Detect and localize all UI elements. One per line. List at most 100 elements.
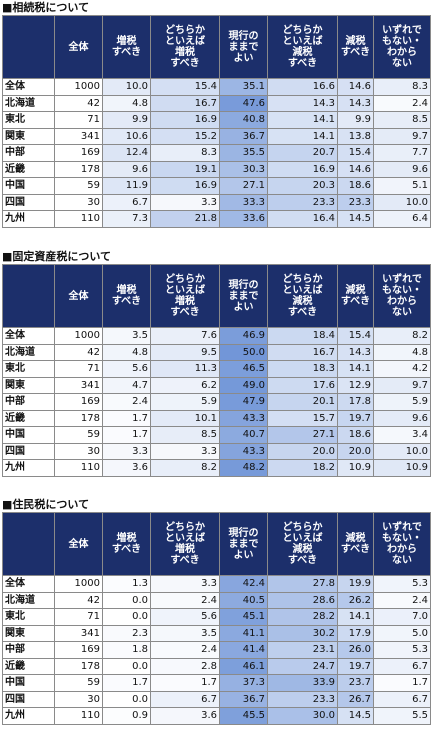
percent-cell: 46.5: [219, 360, 268, 378]
percent-cell: 13.8: [337, 127, 374, 145]
percent-cell: 14.5: [337, 210, 374, 228]
percent-cell: 14.6: [337, 78, 374, 96]
percent-cell: 15.4: [337, 327, 374, 345]
percent-cell: 11.9: [102, 177, 151, 195]
percent-cell: 8.3: [373, 78, 431, 96]
header-row: 全体 増税 すべき どちらか といえば 増税 すべき 現行の ままで よい どちらか と…: [2, 512, 431, 576]
section-title: ■固定資産税について: [2, 250, 112, 263]
data-row: 中国 59 1.7 1.7 37.3 33.9 23.7 1.7: [2, 674, 431, 692]
percent-cell: 41.1: [219, 624, 268, 642]
sample-count: 110: [54, 210, 103, 228]
sample-count: 59: [54, 674, 103, 692]
percent-cell: 9.9: [102, 111, 151, 129]
percent-cell: 46.1: [219, 657, 268, 675]
data-row: 全体 1000 3.5 7.6 46.9 18.4 15.4 8.2: [2, 327, 431, 345]
sample-count: 30: [54, 690, 103, 708]
percent-cell: 40.8: [219, 111, 268, 129]
data-table: 全体 増税 すべき どちらか といえば 増税 すべき 現行の ままで よい どちらか と…: [2, 15, 431, 228]
sample-count: 42: [54, 94, 103, 112]
row-label: 九州: [2, 459, 55, 477]
data-row: 四国 30 6.7 3.3 33.3 23.3 23.3 10.0: [2, 193, 431, 211]
percent-cell: 14.3: [337, 94, 374, 112]
percent-cell: 40.7: [219, 426, 268, 444]
percent-cell: 41.4: [219, 641, 268, 659]
percent-cell: 14.1: [267, 127, 338, 145]
percent-cell: 35.5: [219, 144, 268, 162]
percent-cell: 14.3: [267, 94, 338, 112]
sample-count: 110: [54, 707, 103, 725]
column-header: どちらか といえば 増税 すべき: [150, 264, 220, 328]
percent-cell: 46.9: [219, 327, 268, 345]
percent-cell: 9.6: [373, 409, 431, 427]
percent-cell: 7.6: [150, 327, 220, 345]
percent-cell: 18.6: [337, 426, 374, 444]
data-row: 関東 341 10.6 15.2 36.7 14.1 13.8 9.7: [2, 127, 431, 145]
percent-cell: 35.1: [219, 78, 268, 96]
percent-cell: 6.7: [373, 690, 431, 708]
sample-count: 59: [54, 177, 103, 195]
percent-cell: 2.3: [102, 624, 151, 642]
table-section: ■固定資産税について 全体 増税 すべき どちらか といえば 増税 すべき 現行の まま…: [2, 249, 431, 477]
percent-cell: 2.8: [150, 657, 220, 675]
percent-cell: 10.0: [102, 78, 151, 96]
sample-count: 30: [54, 442, 103, 460]
sample-count: 1000: [54, 575, 103, 593]
percent-cell: 50.0: [219, 343, 268, 361]
percent-cell: 16.9: [150, 177, 220, 195]
percent-cell: 5.9: [373, 393, 431, 411]
sample-count: 341: [54, 624, 103, 642]
row-label: 関東: [2, 376, 55, 394]
percent-cell: 3.5: [150, 624, 220, 642]
percent-cell: 17.6: [267, 376, 338, 394]
percent-cell: 20.7: [267, 144, 338, 162]
row-label: 近畿: [2, 160, 55, 178]
percent-cell: 24.7: [267, 657, 338, 675]
percent-cell: 7.0: [373, 608, 431, 626]
percent-cell: 20.0: [337, 442, 374, 460]
percent-cell: 8.2: [150, 459, 220, 477]
section-title: ■相続税について: [2, 1, 90, 14]
percent-cell: 14.1: [337, 360, 374, 378]
percent-cell: 14.1: [267, 111, 338, 129]
percent-cell: 5.6: [150, 608, 220, 626]
percent-cell: 16.9: [267, 160, 338, 178]
percent-cell: 8.5: [150, 426, 220, 444]
percent-cell: 16.4: [267, 210, 338, 228]
percent-cell: 1.7: [373, 674, 431, 692]
percent-cell: 2.4: [102, 393, 151, 411]
column-header: 減税 すべき: [337, 15, 374, 79]
percent-cell: 3.6: [102, 459, 151, 477]
percent-cell: 30.3: [219, 160, 268, 178]
percent-cell: 15.7: [267, 409, 338, 427]
data-row: 全体 1000 10.0 15.4 35.1 16.6 14.6 8.3: [2, 78, 431, 96]
percent-cell: 1.7: [102, 409, 151, 427]
row-label: 九州: [2, 707, 55, 725]
percent-cell: 16.9: [150, 111, 220, 129]
row-label: 四国: [2, 193, 55, 211]
data-table: 全体 増税 すべき どちらか といえば 増税 すべき 現行の ままで よい どちらか と…: [2, 264, 431, 477]
percent-cell: 5.1: [373, 177, 431, 195]
percent-cell: 2.4: [150, 591, 220, 609]
row-label: 近畿: [2, 657, 55, 675]
percent-cell: 9.7: [373, 127, 431, 145]
percent-cell: 37.3: [219, 674, 268, 692]
data-row: 中部 169 1.8 2.4 41.4 23.1 26.0 5.3: [2, 641, 431, 659]
column-header: 全体: [54, 15, 103, 79]
row-label: 関東: [2, 624, 55, 642]
percent-cell: 26.7: [337, 690, 374, 708]
percent-cell: 7.3: [102, 210, 151, 228]
percent-cell: 8.2: [373, 327, 431, 345]
data-row: 九州 110 7.3 21.8 33.6 16.4 14.5 6.4: [2, 210, 431, 228]
percent-cell: 6.7: [373, 657, 431, 675]
percent-cell: 8.3: [150, 144, 220, 162]
percent-cell: 3.3: [150, 193, 220, 211]
percent-cell: 9.7: [373, 376, 431, 394]
percent-cell: 45.1: [219, 608, 268, 626]
sample-count: 71: [54, 608, 103, 626]
sample-count: 178: [54, 409, 103, 427]
column-header: いずれで もない・ わから ない: [373, 15, 431, 79]
percent-cell: 0.0: [102, 608, 151, 626]
percent-cell: 0.0: [102, 690, 151, 708]
percent-cell: 4.7: [102, 376, 151, 394]
